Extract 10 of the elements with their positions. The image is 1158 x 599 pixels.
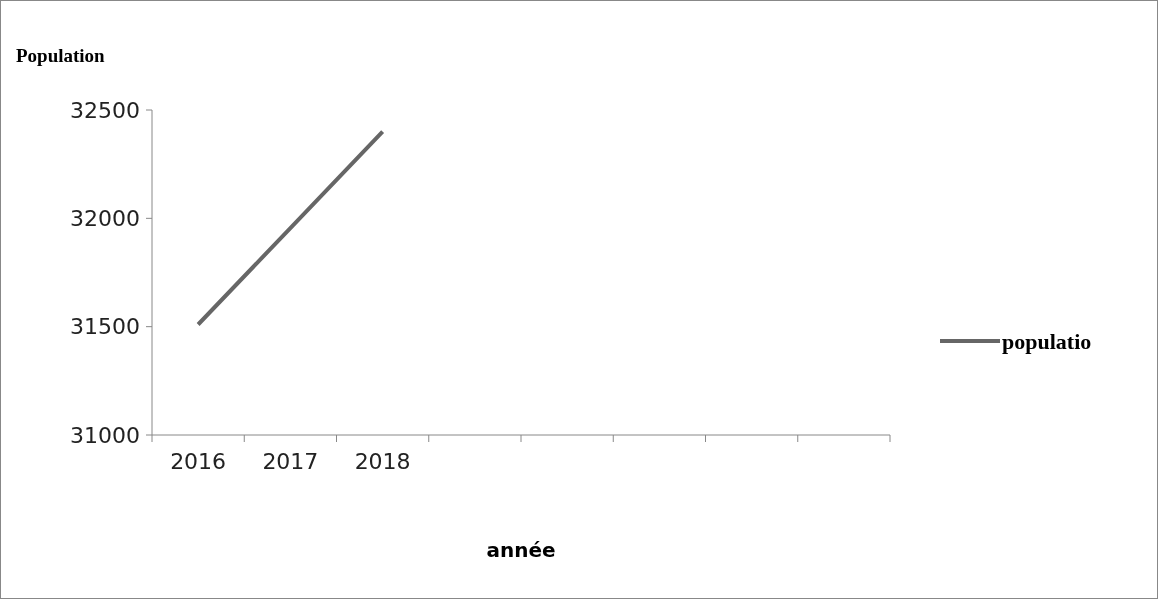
y-axis-title: Population — [16, 45, 106, 66]
x-tick-label: 2017 — [262, 449, 319, 474]
x-tick-label: 2018 — [354, 449, 411, 474]
x-axis-title: année — [486, 538, 556, 562]
legend-label: populatio — [1002, 328, 1092, 354]
y-tick-label: 32000 — [70, 206, 140, 232]
y-tick-label: 32500 — [70, 97, 140, 123]
x-tick-label: 2016 — [170, 449, 227, 474]
y-tick-label: 31000 — [70, 422, 140, 448]
y-tick-label: 31500 — [70, 314, 140, 340]
